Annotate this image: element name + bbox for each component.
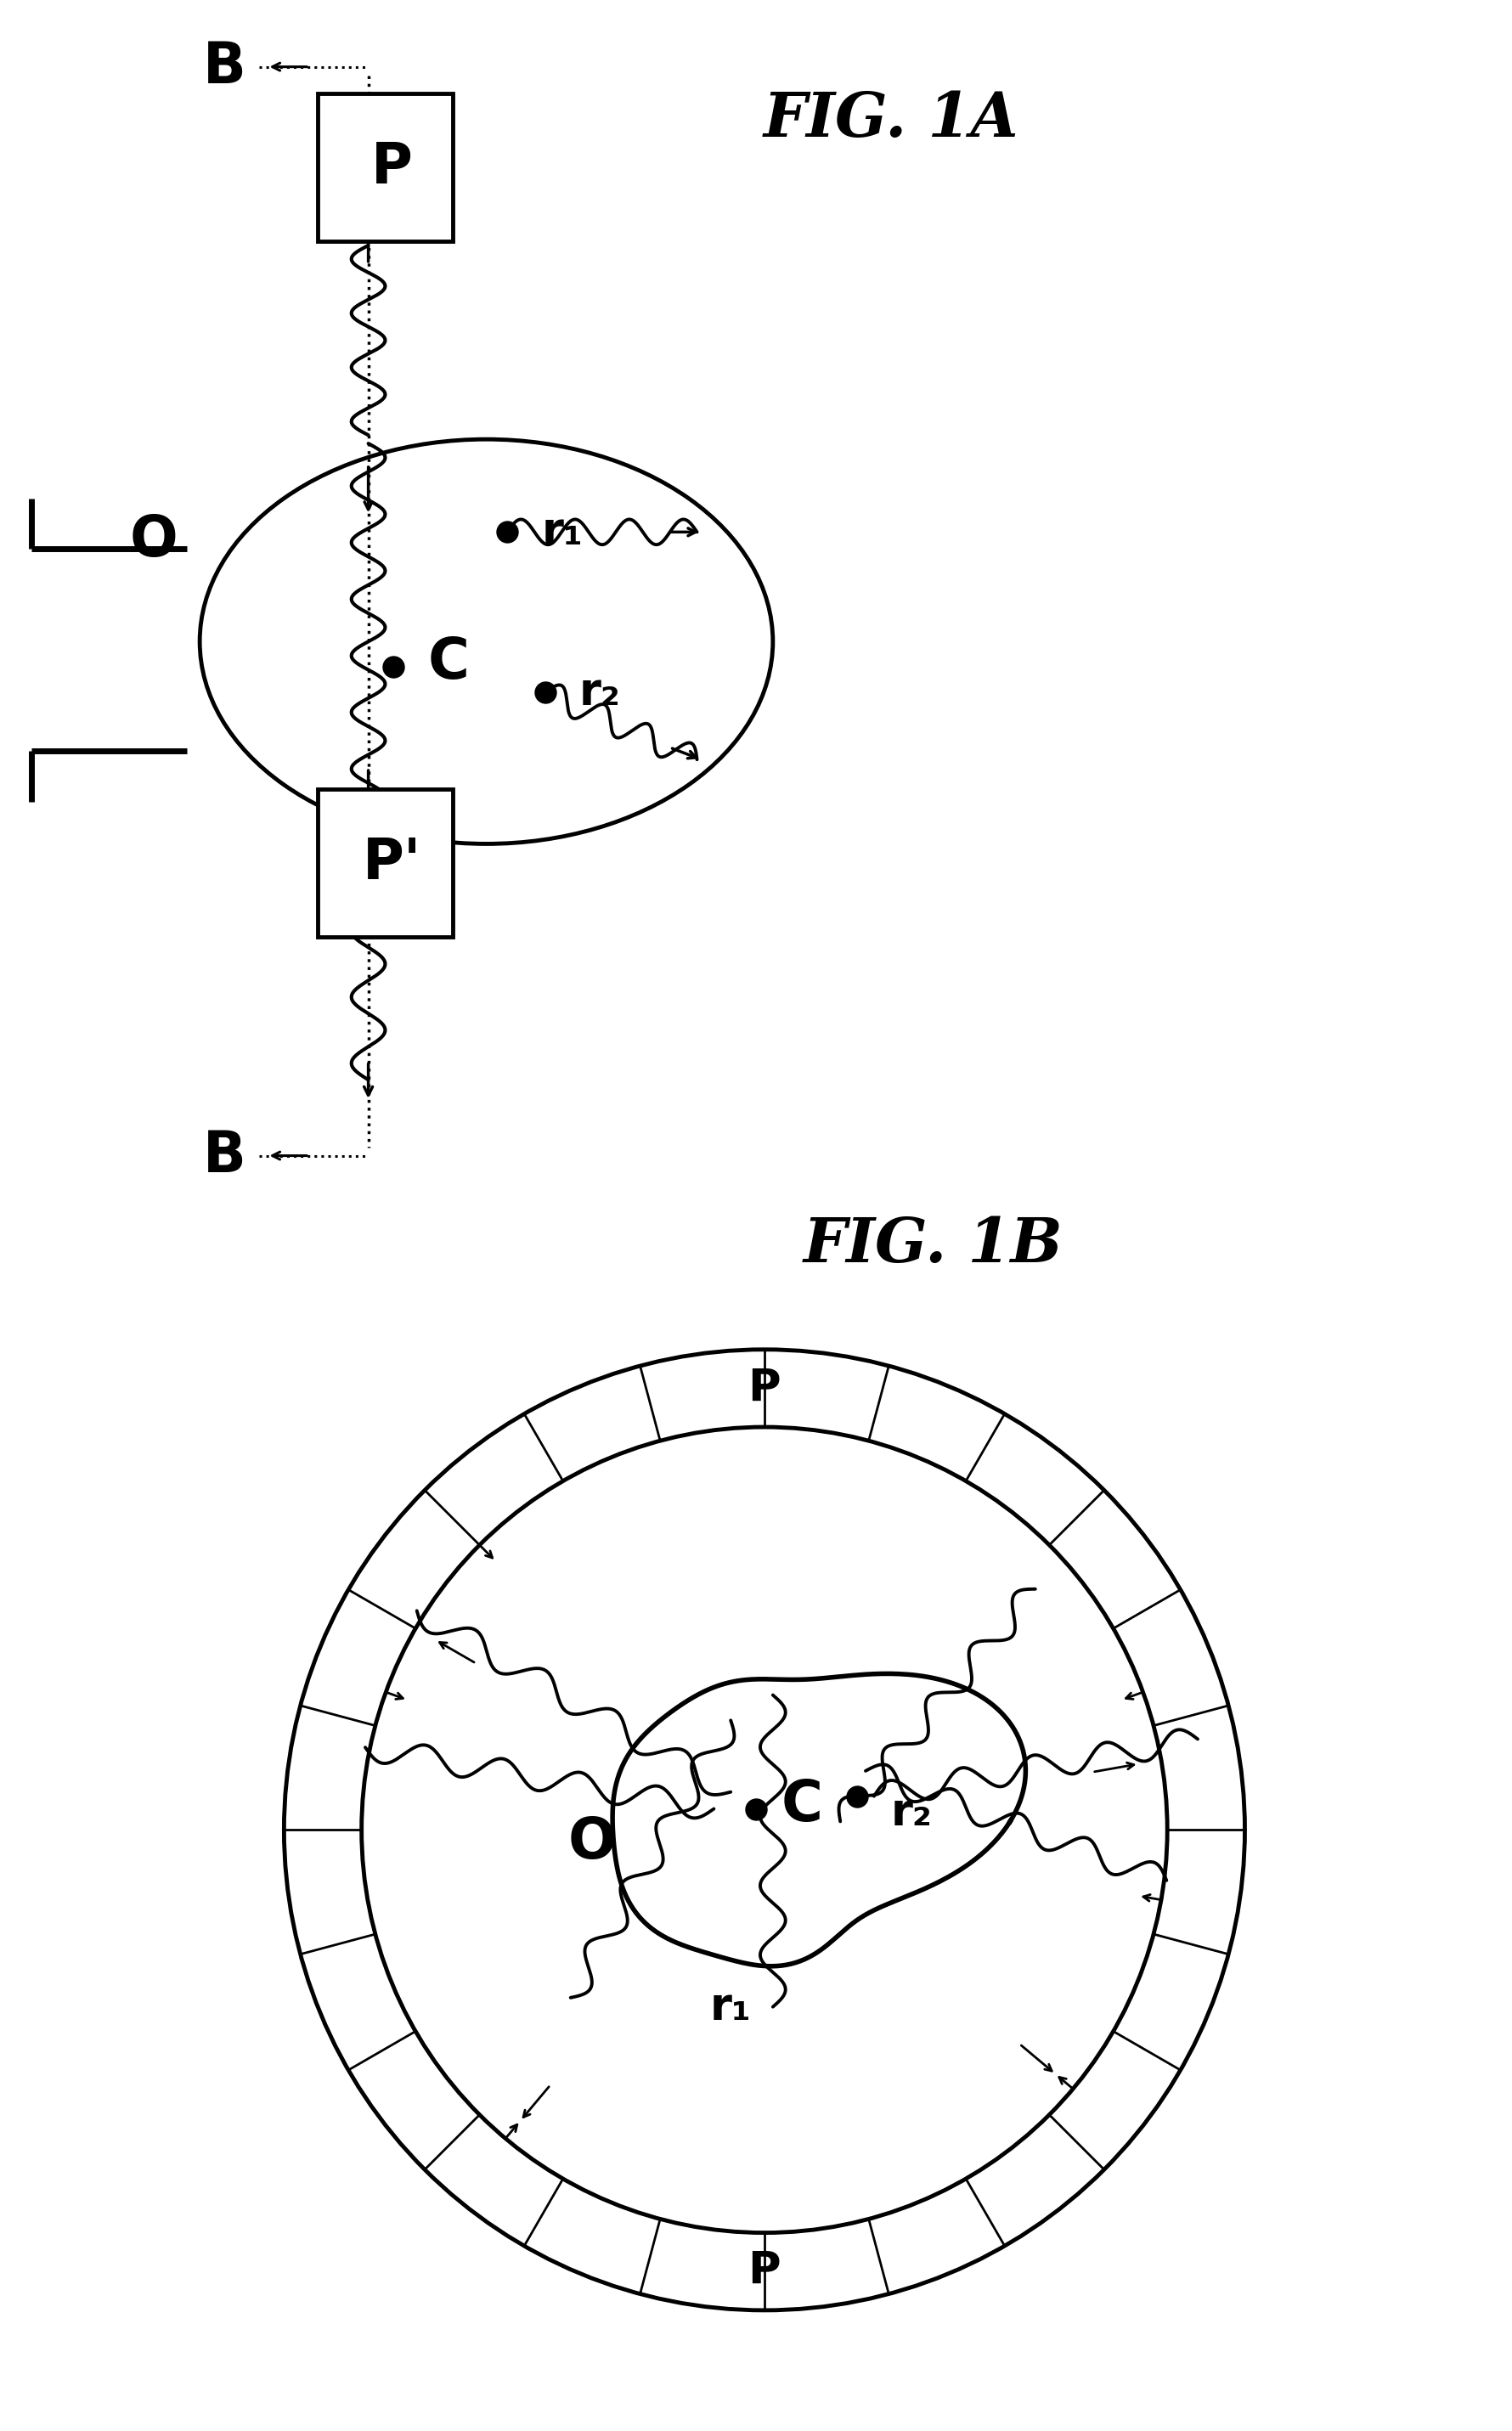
Text: O: O — [129, 513, 177, 569]
Text: r₁: r₁ — [541, 511, 582, 554]
Text: r₂: r₂ — [579, 671, 620, 715]
Text: O: O — [567, 1814, 615, 1869]
Text: FIG. 1B: FIG. 1B — [803, 1216, 1063, 1274]
Bar — [318, 95, 452, 241]
Text: C: C — [428, 634, 469, 690]
Text: B: B — [203, 1128, 246, 1184]
Text: r₁: r₁ — [709, 1984, 751, 2030]
Text: FIG. 1A: FIG. 1A — [762, 90, 1018, 151]
Text: P': P' — [363, 834, 422, 890]
Text: B: B — [203, 39, 246, 95]
Text: P: P — [747, 2249, 780, 2292]
Text: P: P — [370, 139, 413, 194]
Text: r₂: r₂ — [891, 1792, 933, 1835]
Text: P: P — [747, 1366, 780, 1410]
Text: C: C — [782, 1777, 823, 1833]
Bar — [318, 790, 452, 936]
